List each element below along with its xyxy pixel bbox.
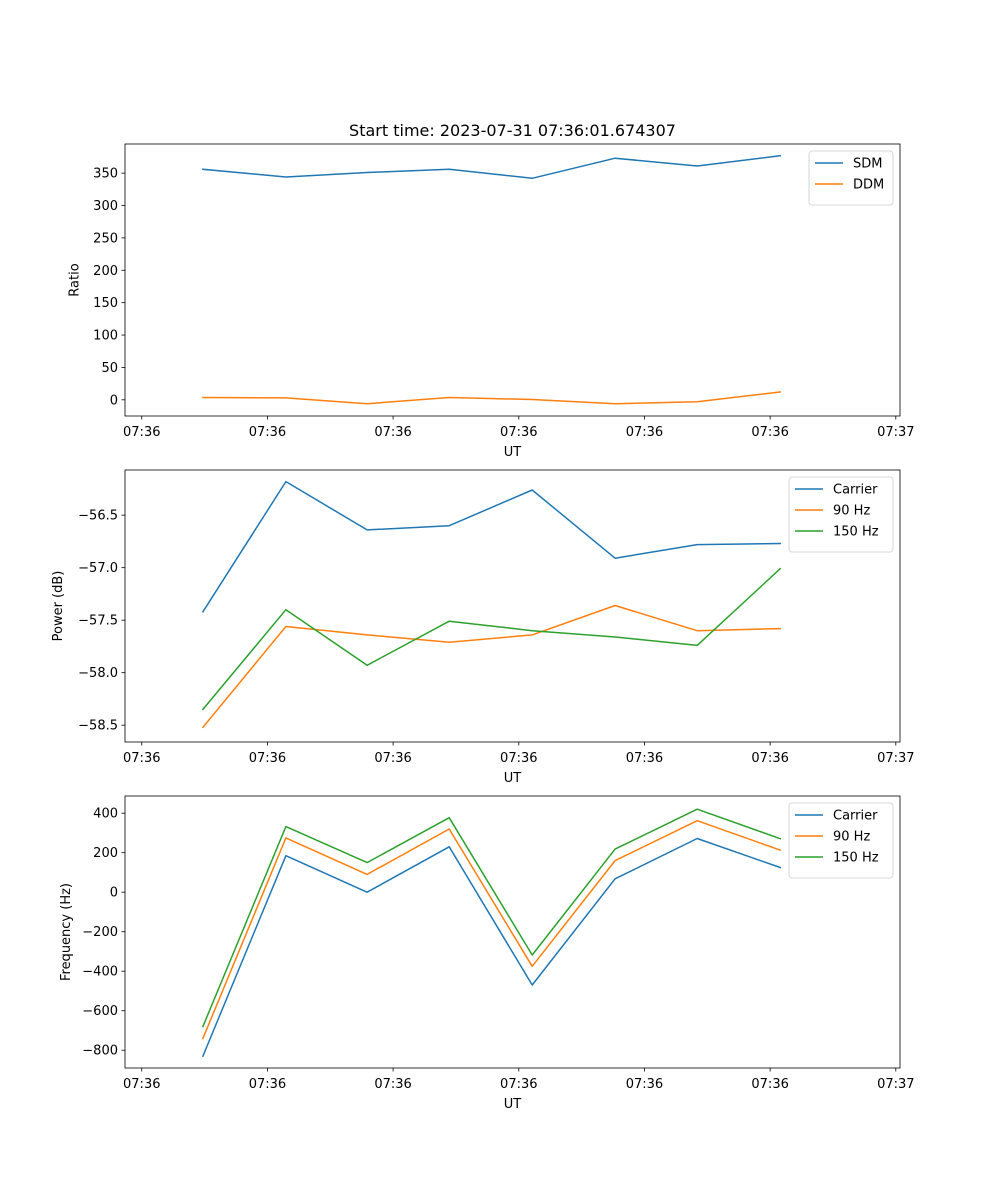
x-tick-label: 07:36	[751, 425, 788, 440]
legend-label: DDM	[853, 178, 884, 193]
y-tick-label: −600	[82, 1004, 118, 1019]
series-line-carrier	[201, 480, 781, 613]
legend-label: Carrier	[833, 483, 878, 498]
series-line-carrier	[201, 837, 782, 1058]
legend-label: 150 Hz	[833, 851, 879, 866]
legend-box	[788, 802, 894, 879]
x-tick-label: 07:36	[374, 425, 411, 440]
x-tick-label: 07:36	[626, 751, 663, 766]
y-tick-label: −57.5	[78, 614, 118, 629]
y-tick-label: −58.0	[78, 666, 118, 681]
y-tick-label: −800	[82, 1044, 118, 1059]
series-line-90-hz	[201, 819, 782, 1040]
x-tick-label: 07:36	[626, 1077, 663, 1092]
series-line-150-hz	[201, 567, 782, 711]
y-tick-label: 50	[101, 361, 118, 376]
x-tick-label: 07:36	[123, 425, 160, 440]
legend: Carrier 90 Hz 150 Hz	[788, 802, 894, 879]
subplot-2: 07:36 07:36 07:36 07:36 07:36 07:36 07:37 −58.5…	[51, 469, 915, 786]
series-line-ddm	[202, 391, 782, 405]
legend-label: 90 Hz	[833, 830, 870, 845]
legend: Carrier 90 Hz 150 Hz	[788, 476, 894, 553]
y-tick-label: −200	[82, 925, 118, 940]
x-tick-label: 07:36	[500, 751, 537, 766]
y-tick-label: 200	[93, 846, 118, 861]
y-tick-label: 100	[93, 329, 118, 344]
subplot-3: 07:36 07:36 07:36 07:36 07:36 07:36 07:37 −800 −…	[59, 795, 915, 1112]
y-axis-label: Frequency (Hz)	[59, 883, 74, 981]
y-tick-label: 250	[93, 231, 118, 246]
x-tick-label: 07:36	[249, 751, 286, 766]
x-tick-label: 07:36	[500, 425, 537, 440]
subplot-1: 07:36 07:36 07:36 07:36 07:36 07:36 07:37 0 50 10…	[67, 121, 914, 460]
legend: SDM DDM	[808, 150, 894, 206]
y-tick-label: 350	[93, 167, 118, 182]
y-tick-label: −57.0	[78, 561, 118, 576]
chart-title: Start time: 2023-07-31 07:36:01.674307	[349, 121, 676, 140]
legend-label: 90 Hz	[833, 504, 870, 519]
x-tick-label: 07:36	[500, 1077, 537, 1092]
y-tick-label: −58.5	[78, 719, 118, 734]
x-tick-label: 07:36	[123, 751, 160, 766]
axes-frame	[124, 143, 901, 417]
x-tick-label: 07:36	[374, 751, 411, 766]
y-axis-label: Ratio	[67, 263, 82, 296]
series-line-150-hz	[201, 808, 782, 1028]
x-tick-label: 07:36	[249, 1077, 286, 1092]
legend-box	[808, 150, 894, 206]
y-tick-label: −400	[82, 965, 118, 980]
series-line-90-hz	[201, 604, 781, 729]
x-tick-label: 07:36	[751, 751, 788, 766]
y-tick-label: −56.5	[78, 509, 118, 524]
legend-box	[788, 476, 894, 553]
y-axis-label: Power (dB)	[51, 571, 66, 642]
x-tick-label: 07:37	[877, 1077, 914, 1092]
y-tick-label: 300	[93, 199, 118, 214]
x-tick-label: 07:36	[751, 1077, 788, 1092]
x-axis-label: UT	[504, 1097, 522, 1112]
y-tick-label: 0	[110, 886, 118, 901]
y-tick-label: 150	[93, 296, 118, 311]
x-axis-label: UT	[504, 771, 522, 786]
y-tick-label: 200	[93, 264, 118, 279]
x-tick-label: 07:36	[626, 425, 663, 440]
y-tick-label: 0	[110, 393, 118, 408]
x-tick-label: 07:36	[123, 1077, 160, 1092]
legend-label: 150 Hz	[833, 525, 879, 540]
x-tick-label: 07:37	[877, 751, 914, 766]
series-line-sdm	[202, 154, 782, 180]
x-tick-label: 07:37	[877, 425, 914, 440]
legend-label: Carrier	[833, 809, 878, 824]
x-tick-label: 07:36	[249, 425, 286, 440]
axes-frame	[124, 469, 901, 743]
x-axis-label: UT	[504, 445, 522, 460]
y-tick-label: 400	[93, 807, 118, 822]
x-tick-label: 07:36	[374, 1077, 411, 1092]
legend-label: SDM	[853, 157, 882, 172]
